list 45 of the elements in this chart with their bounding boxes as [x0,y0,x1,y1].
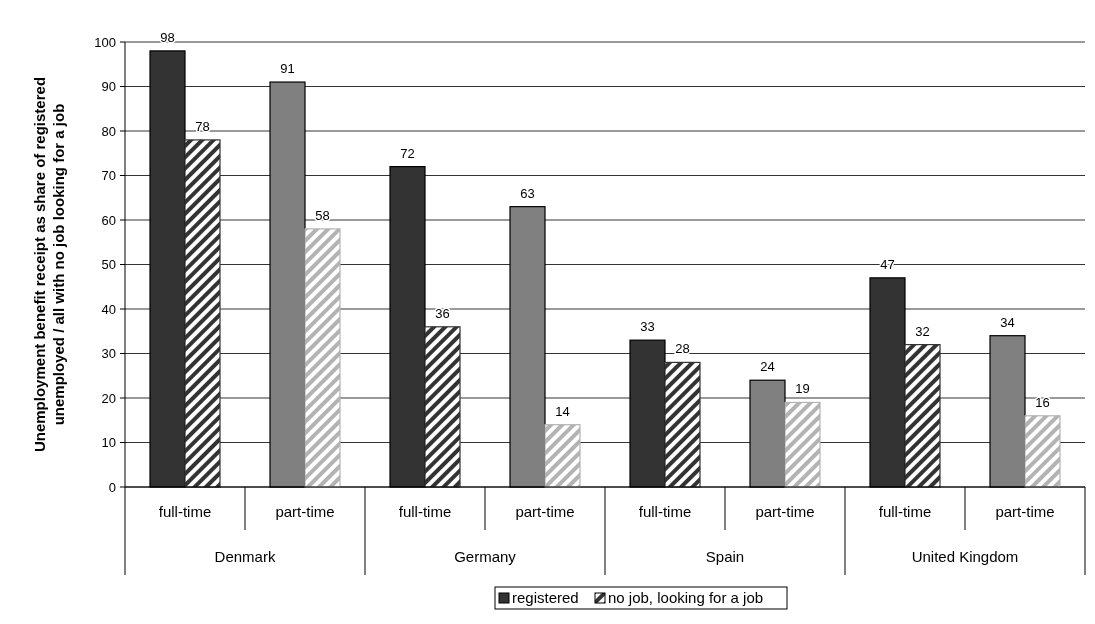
x-tick-label: part-time [515,503,575,520]
legend-label: no job, looking for a job [608,589,764,607]
y-tick-label: 50 [101,257,116,273]
y-tick-label: 60 [101,212,116,228]
text: United Kingdom [911,548,1019,565]
x-tick-label: full-time [878,503,932,520]
data-label: 63 [520,185,535,201]
data-label: 33 [640,319,655,335]
data-label: 32 [915,323,930,339]
text: Germany [454,548,517,565]
data-label: 14 [555,403,570,419]
data-label: 34 [1000,314,1015,330]
y-tick-label: 70 [101,168,116,184]
data-label: 91 [280,61,295,77]
data-label: 98 [160,29,175,45]
data-label: 72 [400,145,415,161]
bar [304,228,341,488]
text: Spain [705,548,745,565]
data-label: 19 [795,381,810,397]
data-label: 28 [675,341,690,357]
bar [784,401,821,488]
bar [544,424,581,488]
data-label: 58 [315,207,330,223]
y-axis-title: Unemployment benefit receipt as share of registered unemployed / all with no job looking for a job [31,76,67,453]
y-tick-label: 10 [101,435,116,451]
y-tick-label: 90 [101,79,116,95]
x-tick-label: part-time [755,503,815,520]
data-label: 24 [760,359,775,375]
x-tick-label: part-time [995,503,1055,520]
data-label: 78 [195,118,210,134]
text: Denmark [214,548,276,565]
data-label: 36 [435,305,450,321]
data-label: 16 [1035,394,1050,410]
x-tick-label: full-time [158,503,212,520]
y-tick-label: 100 [94,34,116,50]
y-tick-label: 0 [108,479,116,495]
x-tick-label: part-time [275,503,335,520]
y-tick-label: 20 [101,390,116,406]
x-tick-label: full-time [638,503,692,520]
y-tick-label: 40 [101,301,116,317]
legend-label: registered [512,589,579,607]
x-tick-label: full-time [398,503,452,520]
y-tick-label: 80 [101,123,116,139]
bar [1024,415,1061,488]
y-tick-label: 30 [101,346,116,362]
